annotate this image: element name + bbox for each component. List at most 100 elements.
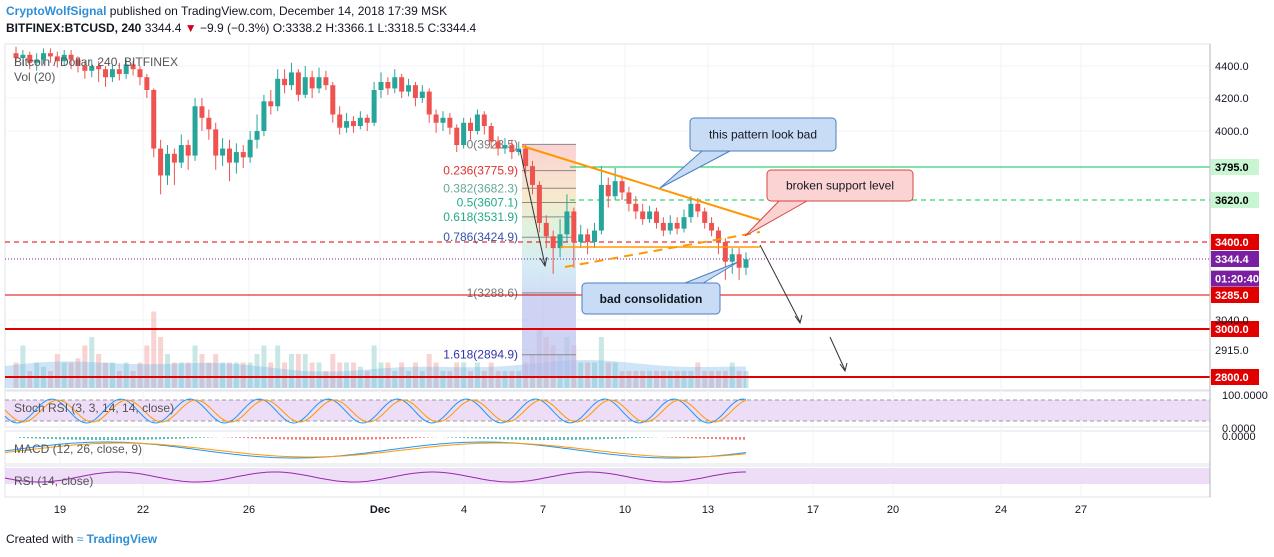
candle-body <box>309 77 315 89</box>
rsi-line <box>4 471 746 483</box>
x-tick-label: 22 <box>137 504 149 516</box>
candle-body <box>474 114 480 131</box>
candle-body <box>695 203 701 212</box>
author-link[interactable]: CryptoWolfSignal <box>6 4 107 18</box>
candle-body <box>426 91 432 115</box>
volume-bar <box>220 362 226 388</box>
volume-bar <box>715 371 721 388</box>
candle-body <box>295 72 301 95</box>
candle-body <box>557 234 563 249</box>
candle-body <box>116 69 122 74</box>
volume-bar <box>20 345 26 388</box>
candle-body <box>578 234 584 242</box>
volume-bar <box>709 371 715 388</box>
volume-bar <box>54 354 60 388</box>
price-level-tag <box>1211 270 1259 287</box>
projection-arrow-1 <box>759 244 801 323</box>
candle-body <box>75 59 81 66</box>
volume-bar <box>330 354 336 388</box>
price-level-label: 2800.0 <box>1215 372 1249 384</box>
candle-body <box>536 184 542 223</box>
fib-level-label: 0.5(3607.1) <box>457 195 518 209</box>
volume-bar <box>385 362 391 388</box>
candle-body <box>571 211 577 242</box>
volume-bar <box>591 362 597 388</box>
candle-body <box>516 148 522 153</box>
volume-bar <box>13 362 19 388</box>
main-pane-border <box>4 43 1211 391</box>
candle-body <box>130 64 136 70</box>
arrow-head-icon <box>839 362 848 373</box>
volume-bar <box>240 362 246 388</box>
volume-bar <box>516 371 522 388</box>
stoch-k-line <box>4 398 747 424</box>
x-tick-label: 13 <box>702 504 714 516</box>
candle-body <box>454 127 460 146</box>
price-level-tag <box>1211 369 1259 385</box>
volume-bar <box>233 362 239 388</box>
candle-body <box>598 184 604 231</box>
volume-bar <box>268 362 274 388</box>
ohlc-low: L:3318.5 <box>377 21 425 35</box>
volume-bar <box>605 362 611 388</box>
ohlc-close: C:3344.4 <box>427 21 477 35</box>
volume-bar <box>488 362 494 388</box>
chart-title: Bitcoin / Dollar, 240, BITFINEX <box>14 55 178 69</box>
volume-bar <box>103 362 109 388</box>
volume-bar <box>151 311 157 388</box>
volume-bar <box>681 371 687 388</box>
volume-bar <box>667 371 673 388</box>
candle-body <box>447 117 453 128</box>
fib-level-label: 0.786(3424.9) <box>443 230 518 244</box>
projection-arrow-2 <box>829 336 846 371</box>
price-level-label: 01:20:40 <box>1215 274 1259 286</box>
candle-body <box>233 152 239 163</box>
price-level-tag <box>1211 251 1259 267</box>
price-level-tag <box>1211 321 1259 337</box>
candle-body <box>357 117 363 127</box>
candle-body <box>213 129 219 156</box>
volume-bar <box>426 354 432 388</box>
price-level-label: 3344.4 <box>1215 254 1250 266</box>
candle-body <box>199 106 205 118</box>
callout-box <box>689 117 837 152</box>
candle-body <box>433 114 439 123</box>
candle-body <box>158 148 164 176</box>
stoch-level-label: 100.0000 <box>1222 390 1268 402</box>
tradingview-link[interactable]: TradingView <box>86 532 158 546</box>
volume-bar <box>743 371 749 388</box>
callout-pointer <box>679 261 739 286</box>
candle-body <box>585 234 591 242</box>
macd-signal-line <box>4 442 747 458</box>
volume-bar <box>619 371 625 388</box>
candle-body <box>715 230 721 242</box>
candle-body <box>330 85 336 115</box>
y-tick-label: 4400.0 <box>1215 61 1249 73</box>
candle-body <box>151 90 157 149</box>
stoch-d-line <box>4 399 747 423</box>
candle-body <box>633 203 639 212</box>
volume-bar <box>130 371 136 388</box>
macd-line <box>4 441 747 459</box>
callout-pointer <box>744 200 808 237</box>
x-tick-label: 19 <box>54 504 66 516</box>
candle-body <box>350 121 356 127</box>
callout-text: this pattern look bad <box>709 128 817 142</box>
candle-body <box>254 131 260 140</box>
candle-body <box>226 148 232 163</box>
y-tick-label: 2915.0 <box>1215 345 1249 357</box>
down-arrow-icon: ▼ <box>184 21 197 35</box>
callout-support: broken support level <box>744 169 914 237</box>
candle-body <box>488 126 494 142</box>
price-level-label: 3285.0 <box>1215 290 1249 302</box>
candle-body <box>392 77 398 89</box>
candle-body <box>344 121 350 128</box>
candle-body <box>481 114 487 127</box>
volume-bar <box>502 371 508 388</box>
candle-body <box>316 77 322 89</box>
volume-bar <box>344 362 350 388</box>
volume-bar <box>226 362 232 388</box>
candle-body <box>702 211 708 223</box>
volume-bar <box>34 362 40 388</box>
